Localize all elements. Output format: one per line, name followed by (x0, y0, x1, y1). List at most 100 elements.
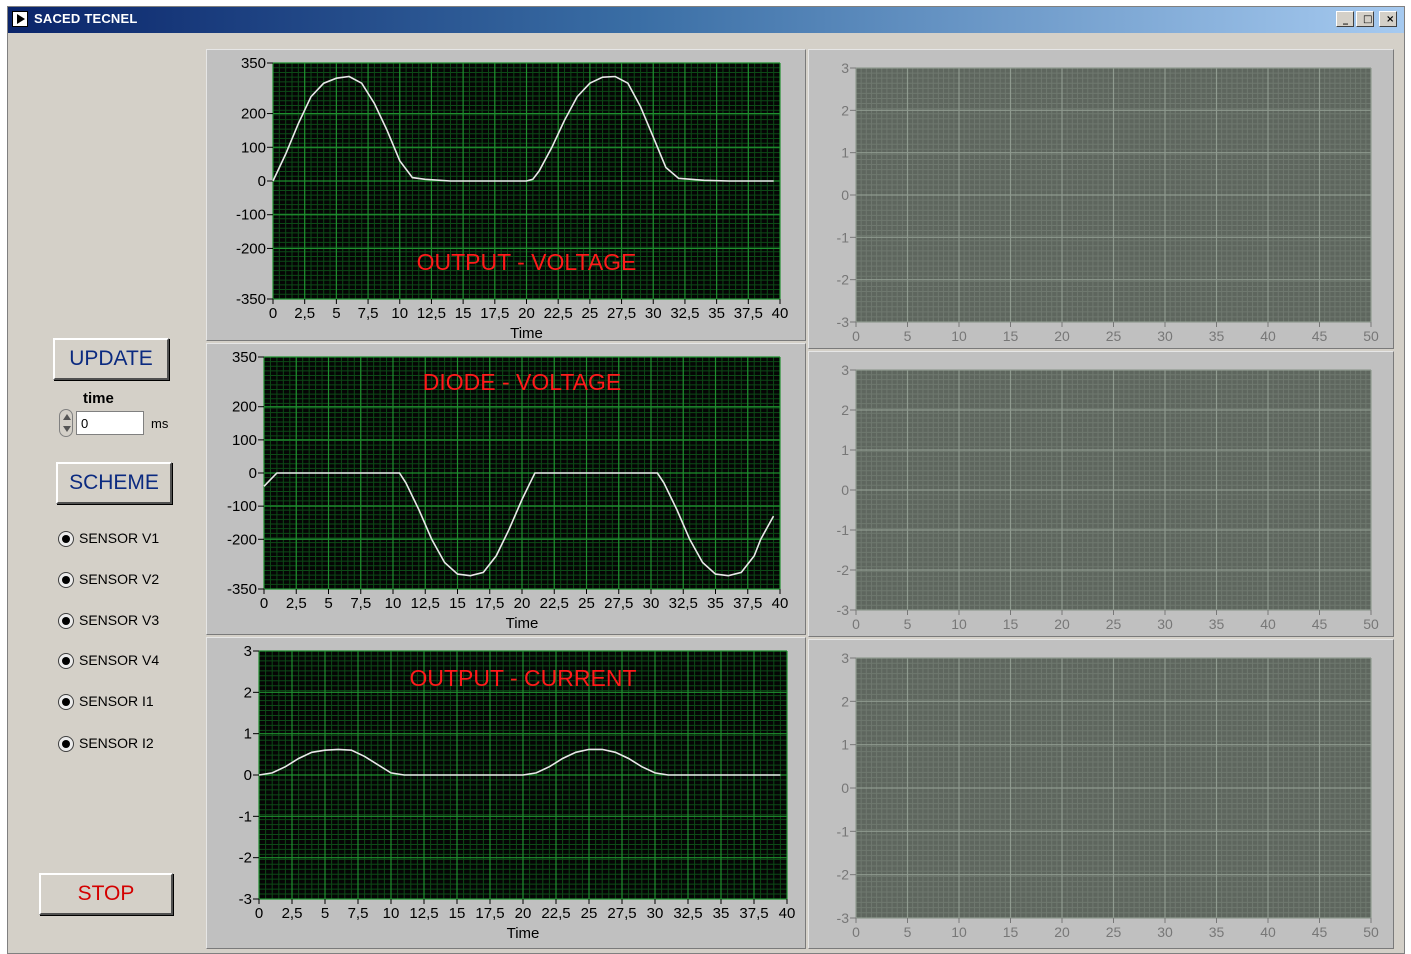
x-tick-label: 5 (904, 616, 912, 632)
x-tick-label: 37,5 (734, 305, 763, 322)
spin-up-arrow-icon[interactable] (63, 414, 71, 420)
x-tick-label: 22,5 (541, 905, 570, 922)
chart-title: DIODE - VOLTAGE (423, 369, 622, 395)
y-tick-label: -2 (837, 562, 850, 578)
close-button[interactable]: × (1379, 11, 1397, 27)
x-tick-label: 7,5 (348, 905, 369, 922)
update-button[interactable]: UPDATE (53, 338, 169, 380)
sensor-label: SENSOR V1 (79, 530, 160, 546)
x-axis-label: Time (506, 615, 539, 632)
y-tick-label: 0 (841, 187, 849, 203)
y-tick-label: 200 (241, 106, 266, 123)
x-tick-label: 5 (321, 905, 329, 922)
scheme-button[interactable]: SCHEME (56, 462, 172, 504)
y-tick-label: -200 (227, 531, 257, 548)
x-tick-label: 37,5 (733, 595, 762, 612)
x-tick-label: 15 (1003, 924, 1019, 940)
x-tick-label: 32,5 (669, 595, 698, 612)
x-tick-label: 15 (449, 905, 466, 922)
x-tick-label: 30 (643, 595, 660, 612)
series-line (258, 748, 781, 776)
x-tick-label: 25 (1106, 616, 1122, 632)
x-tick-label: 20 (514, 595, 531, 612)
x-tick-label: 7,5 (358, 305, 379, 322)
x-tick-label: 0 (260, 595, 268, 612)
radio-selected-icon[interactable] (58, 694, 74, 710)
x-tick-label: 10 (951, 616, 967, 632)
x-tick-label: 40 (772, 595, 789, 612)
x-tick-label: 35 (1209, 924, 1225, 940)
x-tick-label: 32,5 (673, 905, 702, 922)
y-tick-label: 350 (241, 55, 266, 72)
sensor-label: SENSOR V2 (79, 571, 160, 587)
time-spinner[interactable] (59, 409, 73, 437)
x-tick-label: 10 (391, 305, 408, 322)
y-tick-label: -1 (837, 229, 850, 245)
y-tick-label: 2 (841, 693, 849, 709)
labview-app-icon (12, 11, 28, 27)
radio-selected-icon[interactable] (58, 653, 74, 669)
x-tick-label: 20 (515, 905, 532, 922)
x-tick-label: 2,5 (294, 305, 315, 322)
x-tick-label: 30 (1157, 616, 1173, 632)
x-tick-label: 25 (581, 905, 598, 922)
time-input[interactable] (76, 411, 144, 435)
y-tick-label: 3 (244, 643, 252, 660)
x-tick-label: 25 (582, 305, 599, 322)
y-tick-label: 2 (841, 402, 849, 418)
sensor-label: SENSOR I2 (79, 735, 154, 751)
sensor-label: SENSOR V4 (79, 652, 160, 668)
y-tick-label: 3 (841, 650, 849, 666)
minimize-button[interactable]: _ (1336, 11, 1354, 27)
y-tick-label: 200 (232, 399, 257, 416)
radio-selected-icon[interactable] (58, 572, 74, 588)
x-tick-label: 40 (1260, 616, 1276, 632)
x-tick-label: 27,5 (604, 595, 633, 612)
x-tick-label: 22,5 (540, 595, 569, 612)
x-tick-label: 35 (708, 305, 725, 322)
x-tick-label: 5 (324, 595, 332, 612)
title-bar: SACED TECNEL _ □ × (8, 7, 1404, 33)
x-tick-label: 45 (1312, 616, 1328, 632)
y-tick-label: -3 (837, 910, 850, 926)
x-tick-label: 10 (951, 328, 967, 344)
maximize-button[interactable]: □ (1356, 11, 1374, 27)
x-tick-label: 10 (385, 595, 402, 612)
series-line (272, 75, 774, 182)
y-tick-label: -1 (837, 823, 850, 839)
x-tick-label: 30 (647, 905, 664, 922)
x-tick-label: 5 (904, 328, 912, 344)
x-tick-label: 0 (255, 905, 263, 922)
radio-selected-icon[interactable] (58, 736, 74, 752)
x-tick-label: 12,5 (411, 595, 440, 612)
x-tick-label: 35 (707, 595, 724, 612)
x-tick-label: 20 (1054, 924, 1070, 940)
time-unit-label: ms (151, 416, 169, 431)
x-tick-label: 25 (1106, 924, 1122, 940)
spin-down-arrow-icon[interactable] (63, 426, 71, 432)
sensor-label: SENSOR I1 (79, 693, 154, 709)
y-tick-label: 0 (244, 767, 252, 784)
y-tick-label: -350 (236, 291, 266, 308)
y-tick-label: -1 (837, 522, 850, 538)
y-tick-label: 1 (841, 145, 849, 161)
y-tick-label: 0 (249, 465, 257, 482)
stop-button[interactable]: STOP (39, 873, 173, 915)
y-tick-label: -3 (837, 314, 850, 330)
y-tick-label: 350 (232, 349, 257, 366)
x-tick-label: 20 (1054, 328, 1070, 344)
x-axis-label: Time (510, 325, 543, 340)
radio-selected-icon[interactable] (58, 613, 74, 629)
radio-selected-icon[interactable] (58, 531, 74, 547)
y-tick-label: 0 (841, 482, 849, 498)
x-tick-label: 15 (455, 305, 472, 322)
y-tick-label: -100 (236, 207, 266, 224)
output-current-graph: 3 2 1 0 -1 -2 -3 0 2,5 5 7,5 10 12,5 15 17,5 20 22,5 25 27… (206, 637, 806, 949)
x-tick-label: 2,5 (282, 905, 303, 922)
x-tick-label: 30 (1157, 924, 1173, 940)
output-voltage-graph: 350 200 100 0 -100 -200 -350 0 2,5 5 7,5 10 12,5 15 17… (206, 49, 806, 342)
y-tick-label: -3 (837, 602, 850, 618)
